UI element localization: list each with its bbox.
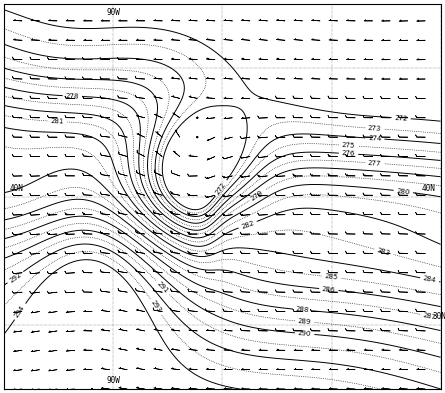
Text: 285: 285 [324, 274, 338, 281]
Text: 281: 281 [50, 118, 64, 125]
Text: 288: 288 [295, 307, 309, 314]
Text: 272: 272 [394, 115, 408, 121]
Text: 286: 286 [322, 286, 336, 293]
Text: 40N: 40N [10, 184, 24, 193]
Text: 274: 274 [368, 135, 382, 142]
Text: 293: 293 [150, 299, 162, 314]
Text: 292: 292 [8, 271, 23, 283]
Text: 289: 289 [298, 318, 312, 325]
Text: 90W: 90W [106, 376, 121, 385]
Text: 294: 294 [14, 305, 26, 319]
Text: 30N: 30N [432, 312, 445, 321]
Text: 291: 291 [156, 281, 169, 294]
Text: 280: 280 [396, 188, 410, 195]
Text: 90W: 90W [106, 8, 121, 17]
Text: 282: 282 [240, 220, 255, 230]
Text: 283: 283 [376, 247, 391, 256]
Text: 277: 277 [368, 160, 382, 167]
Text: 278: 278 [65, 93, 79, 99]
Text: 290: 290 [298, 330, 312, 337]
Text: 284: 284 [422, 275, 437, 284]
Text: 276: 276 [342, 151, 356, 157]
Text: 272: 272 [215, 181, 227, 195]
Text: 40N: 40N [421, 184, 435, 193]
Text: 279: 279 [250, 189, 264, 202]
Text: 273: 273 [368, 125, 382, 132]
Text: 287: 287 [422, 312, 437, 320]
Text: 275: 275 [342, 142, 355, 149]
